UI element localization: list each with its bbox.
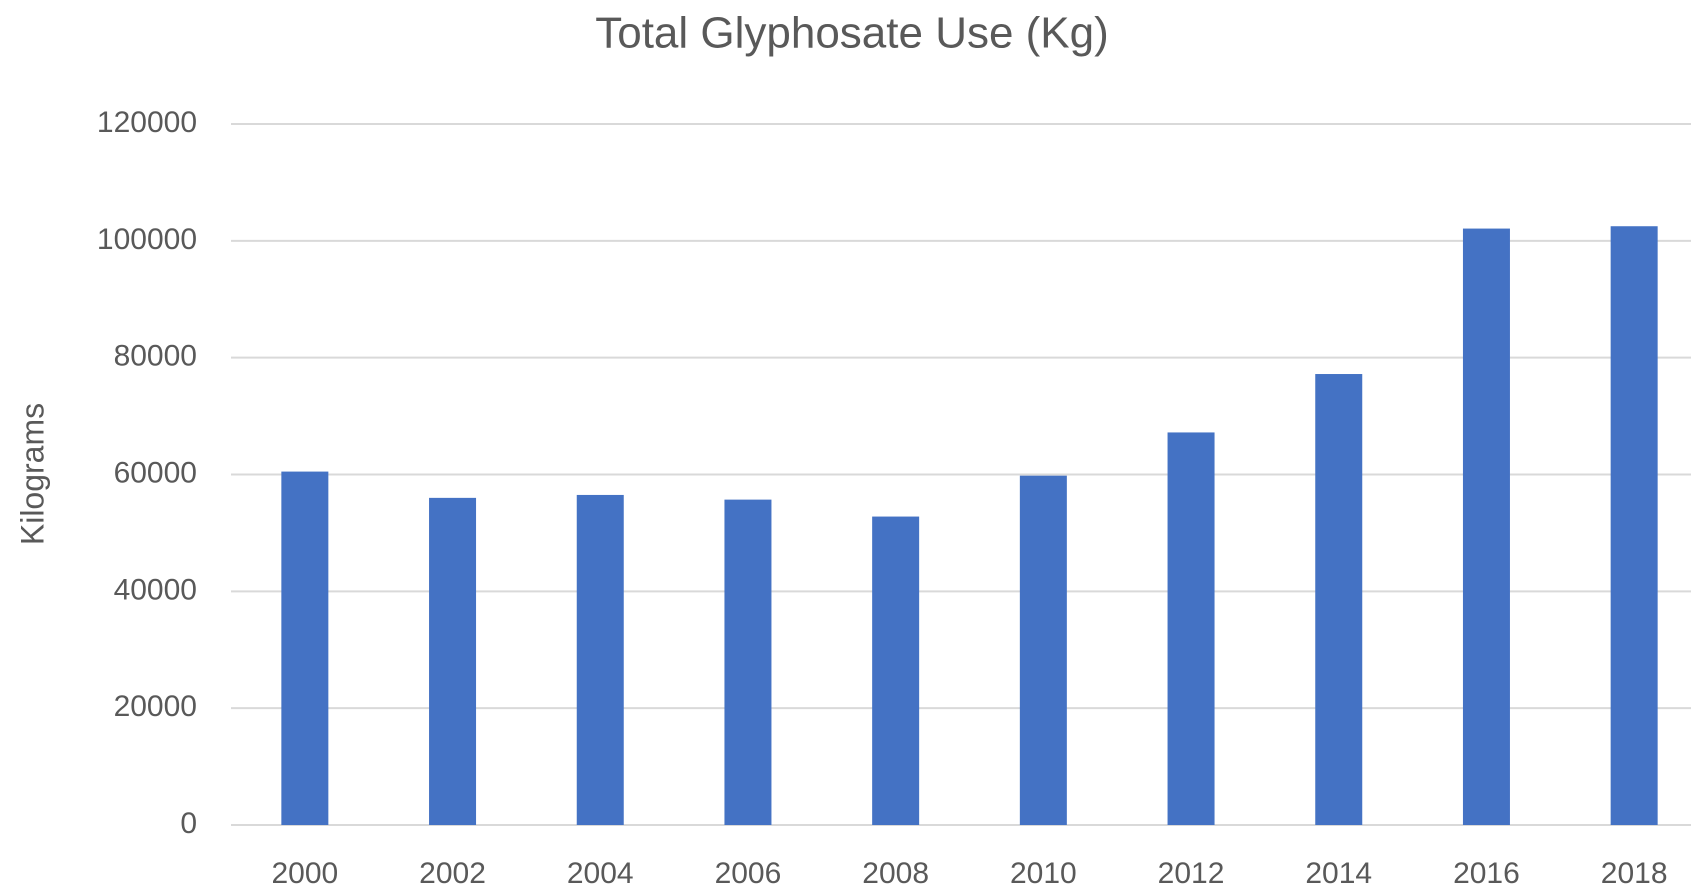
x-tick-label: 2014: [1305, 857, 1372, 890]
y-tick-label: 60000: [114, 456, 197, 489]
bar: [281, 471, 329, 825]
y-tick-label: 20000: [114, 690, 197, 723]
y-axis-label: Kilograms: [14, 403, 50, 545]
x-tick-label: 2016: [1453, 857, 1520, 890]
x-tick-label: 2000: [271, 857, 338, 890]
y-tick-label: 0: [180, 807, 197, 840]
bar: [1167, 432, 1215, 825]
y-tick-label: 80000: [114, 340, 197, 373]
y-tick-label: 120000: [97, 106, 197, 139]
bar: [429, 497, 477, 825]
y-tick-label: 100000: [97, 223, 197, 256]
chart-title: Total Glyphosate Use (Kg): [595, 9, 1109, 58]
x-tick-label: 2010: [1010, 857, 1077, 890]
x-tick-label: 2018: [1601, 857, 1668, 890]
bar: [1462, 228, 1510, 826]
y-tick-label: 40000: [114, 573, 197, 606]
bar: [1315, 374, 1363, 825]
bar: [1019, 475, 1067, 825]
bar: [872, 516, 920, 825]
x-tick-label: 2006: [715, 857, 782, 890]
x-tick-label: 2004: [567, 857, 634, 890]
x-tick-label: 2008: [862, 857, 929, 890]
bar: [1610, 226, 1658, 825]
x-tick-label: 2012: [1158, 857, 1225, 890]
x-tick-label: 2002: [419, 857, 486, 890]
bar: [576, 494, 624, 825]
bar: [724, 499, 772, 825]
